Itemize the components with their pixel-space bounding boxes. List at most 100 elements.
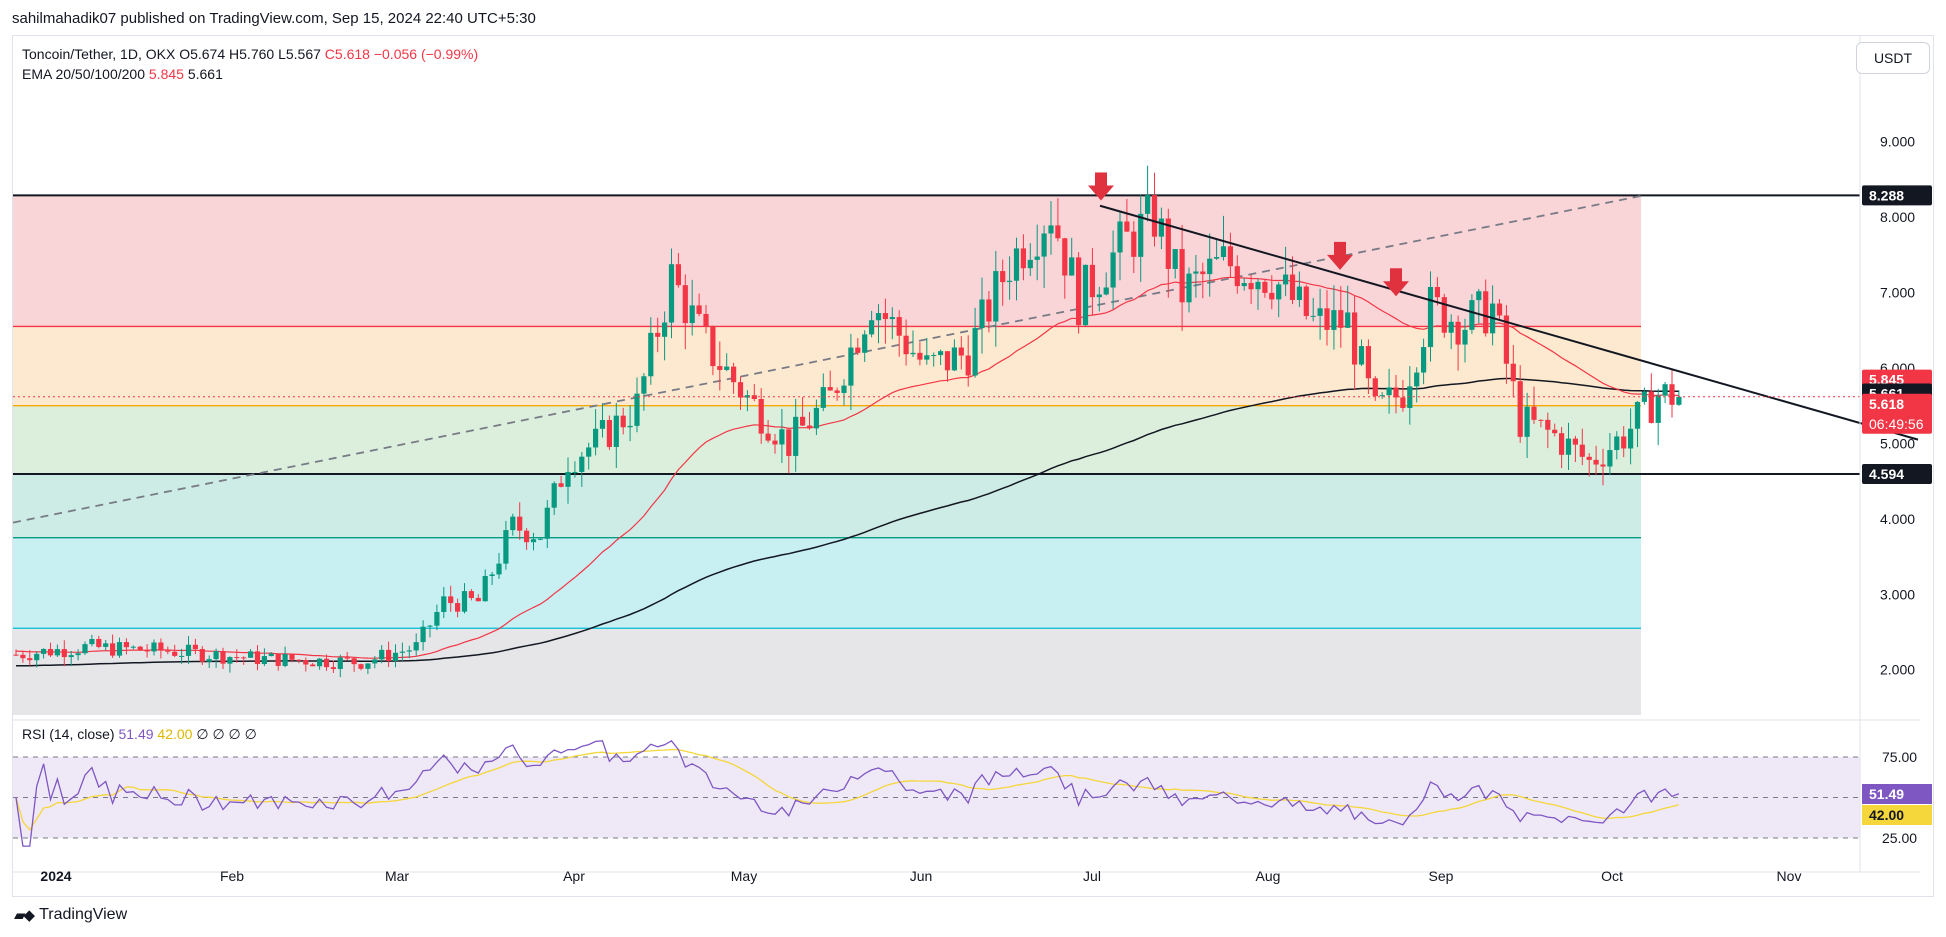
candle-body: [337, 657, 343, 670]
time-label-0: 2024: [40, 868, 71, 884]
candle-body: [1289, 274, 1296, 300]
candle-body: [1310, 315, 1316, 317]
candle-body: [1496, 303, 1503, 316]
time-label-8: Sep: [1429, 868, 1454, 884]
ema-label[interactable]: EMA 20/50/100/200: [22, 66, 145, 82]
candle: [110, 634, 116, 658]
candle: [1013, 237, 1020, 301]
candle-body: [1448, 321, 1454, 333]
price-tick-0: 2.000: [1880, 662, 1915, 678]
candle: [351, 657, 357, 672]
candle-body: [1393, 387, 1399, 398]
candle: [254, 645, 261, 671]
candle-body: [620, 415, 626, 428]
candle: [1186, 267, 1192, 313]
candle-body: [116, 642, 123, 656]
candle: [248, 649, 254, 658]
price-tick-1: 3.000: [1880, 586, 1915, 602]
rsi-label[interactable]: RSI (14, close): [22, 726, 115, 742]
candle-body: [1179, 249, 1185, 303]
candle-body: [1303, 286, 1309, 317]
candle: [1179, 224, 1185, 331]
candle: [1462, 318, 1468, 363]
candle-body: [1262, 281, 1268, 293]
tradingview-logo[interactable]: ▰◆ TradingView: [14, 906, 127, 924]
candle-body: [1082, 264, 1089, 326]
candle-body: [1462, 329, 1468, 345]
zone-5: [13, 628, 1641, 715]
candle: [358, 663, 364, 671]
candle-body: [903, 335, 909, 355]
candle-body: [986, 299, 992, 322]
currency-button[interactable]: USDT: [1856, 42, 1930, 74]
candle-body: [468, 591, 474, 598]
candle-body: [1062, 238, 1068, 276]
level-tag-1-bg: [1862, 464, 1932, 485]
candle-body: [1227, 246, 1233, 267]
candle: [185, 636, 192, 664]
candle: [1214, 238, 1220, 260]
candle: [1510, 344, 1516, 398]
candle-body: [1634, 401, 1641, 429]
candle-body: [1076, 257, 1082, 326]
tradingview-logo-text: TradingView: [39, 906, 128, 923]
open-value: O5.674: [179, 46, 226, 62]
candle-body: [1255, 281, 1261, 290]
candle: [282, 646, 288, 668]
candle: [434, 604, 440, 631]
rsi-tag-bg-1: [1862, 805, 1932, 825]
candle-body: [524, 530, 530, 543]
candle: [1145, 165, 1151, 222]
candle: [910, 330, 916, 357]
candle: [144, 644, 150, 658]
candle-body: [834, 390, 840, 393]
candle: [1041, 225, 1047, 289]
rsi-tick-0: 75.00: [1882, 749, 1917, 765]
candle-body: [551, 483, 557, 508]
candle: [1552, 423, 1558, 437]
candle: [772, 434, 778, 454]
candle: [655, 317, 661, 353]
candle-body: [1593, 459, 1599, 465]
candle: [261, 648, 267, 667]
candle: [1345, 285, 1351, 328]
symbol-name[interactable]: Toncoin/Tether, 1D, OKX: [22, 46, 176, 62]
candle-body: [165, 650, 171, 652]
candle: [1524, 392, 1530, 458]
candle: [1207, 233, 1213, 297]
candle: [1117, 211, 1123, 281]
rsi-tag-0: 51.49: [1869, 786, 1904, 802]
candle-body: [172, 651, 178, 656]
candle-body: [1041, 233, 1047, 257]
candle-body: [641, 376, 647, 394]
candle: [841, 379, 847, 406]
candle: [461, 583, 468, 614]
candle-body: [882, 313, 888, 320]
candle-body: [330, 667, 336, 670]
candle: [972, 307, 978, 378]
rsi-tag-1: 42.00: [1869, 807, 1904, 823]
candle: [1503, 305, 1509, 384]
candle-body: [875, 313, 882, 321]
candle-body: [1559, 433, 1565, 455]
candle: [275, 653, 281, 671]
candle: [1055, 198, 1061, 242]
candle-body: [544, 507, 550, 539]
candle-body: [1572, 438, 1578, 445]
rsi-value: 51.49: [118, 726, 154, 742]
candle: [689, 279, 695, 336]
candle-body: [434, 612, 440, 626]
candle: [41, 648, 47, 659]
candle-body: [68, 655, 74, 658]
candle-body: [372, 659, 378, 664]
candle-body: [151, 642, 157, 652]
time-label-6: Jul: [1083, 868, 1101, 884]
candle: [406, 645, 412, 659]
candle-body: [696, 305, 702, 314]
ema-200-line: [15, 377, 1679, 667]
candle: [1331, 285, 1337, 350]
candle: [89, 634, 95, 647]
candle-body: [1186, 273, 1192, 303]
candle-body: [1503, 315, 1509, 364]
